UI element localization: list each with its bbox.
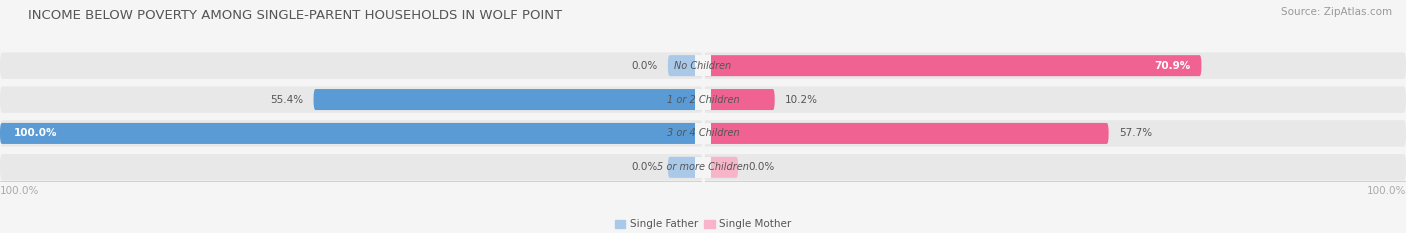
Text: 100.0%: 100.0% [1367, 186, 1406, 196]
FancyBboxPatch shape [703, 123, 1109, 144]
Text: 0.0%: 0.0% [631, 162, 657, 172]
FancyBboxPatch shape [0, 86, 703, 113]
FancyBboxPatch shape [703, 52, 1406, 79]
FancyBboxPatch shape [0, 123, 703, 144]
Text: 70.9%: 70.9% [1154, 61, 1191, 71]
Text: No Children: No Children [675, 61, 731, 71]
Text: 55.4%: 55.4% [270, 95, 304, 105]
Text: 10.2%: 10.2% [785, 95, 818, 105]
Legend: Single Father, Single Mother: Single Father, Single Mother [610, 215, 796, 233]
FancyBboxPatch shape [703, 55, 1202, 76]
FancyBboxPatch shape [703, 86, 1406, 113]
FancyBboxPatch shape [703, 157, 738, 178]
FancyBboxPatch shape [0, 120, 703, 147]
FancyBboxPatch shape [0, 154, 703, 181]
Text: Source: ZipAtlas.com: Source: ZipAtlas.com [1281, 7, 1392, 17]
Text: 100.0%: 100.0% [14, 128, 58, 138]
FancyBboxPatch shape [703, 120, 1406, 147]
FancyBboxPatch shape [668, 157, 703, 178]
FancyBboxPatch shape [703, 154, 1406, 181]
Text: 100.0%: 100.0% [0, 186, 39, 196]
FancyBboxPatch shape [0, 52, 703, 79]
Text: 0.0%: 0.0% [749, 162, 775, 172]
Text: INCOME BELOW POVERTY AMONG SINGLE-PARENT HOUSEHOLDS IN WOLF POINT: INCOME BELOW POVERTY AMONG SINGLE-PARENT… [28, 9, 562, 22]
Text: 5 or more Children: 5 or more Children [657, 162, 749, 172]
FancyBboxPatch shape [314, 89, 703, 110]
FancyBboxPatch shape [703, 89, 775, 110]
Text: 0.0%: 0.0% [631, 61, 657, 71]
Text: 3 or 4 Children: 3 or 4 Children [666, 128, 740, 138]
Text: 57.7%: 57.7% [1119, 128, 1153, 138]
FancyBboxPatch shape [668, 55, 703, 76]
Text: 1 or 2 Children: 1 or 2 Children [666, 95, 740, 105]
